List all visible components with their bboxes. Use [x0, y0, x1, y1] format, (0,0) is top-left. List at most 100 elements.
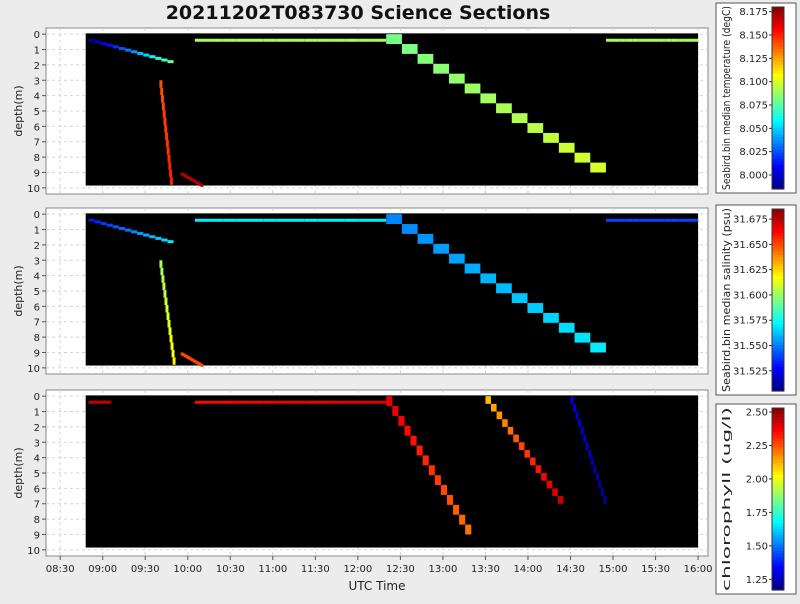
colorbar-swatch	[772, 505, 784, 509]
y-tick-label: 10	[27, 546, 40, 557]
profile-segment	[249, 38, 264, 42]
colorbar-swatch	[772, 245, 784, 250]
colorbar-label: Seabird.bin median salinity (psu)	[720, 208, 733, 392]
profile-segment	[358, 38, 373, 42]
profile-segment	[102, 400, 106, 404]
profile-segment	[464, 263, 481, 274]
profile-segment	[511, 293, 528, 304]
colorbar-swatch	[772, 312, 784, 316]
profile-segment	[496, 411, 503, 420]
profile-segment	[386, 214, 402, 225]
colorbar-swatch	[772, 182, 784, 187]
profile-segment	[167, 154, 171, 163]
colorbar-swatch	[772, 275, 784, 280]
colorbar-swatch	[772, 465, 784, 470]
panel-2: 0 1 2 3 4 5 6 7 8 9 10 depth(m) 31.675 31.650 31.625 31…	[12, 204, 797, 396]
y-tick-label: 8	[34, 515, 40, 526]
profile-segment	[598, 480, 602, 489]
colorbar-swatch	[772, 85, 784, 90]
colorbar-swatch	[772, 502, 784, 506]
colorbar-swatch	[772, 158, 784, 163]
colorbar-swatch	[772, 571, 784, 576]
profile-segment	[665, 38, 672, 42]
y-tick-label: 5	[34, 107, 40, 118]
colorbar-swatch	[772, 354, 784, 359]
profile-segment	[164, 297, 168, 306]
profile-segment	[612, 38, 620, 42]
profile-segment	[546, 480, 553, 489]
profile-segment	[106, 223, 113, 227]
profile-segment	[105, 400, 109, 404]
profile-segment	[417, 53, 434, 64]
profile-segment	[197, 182, 201, 186]
colorbar-swatch	[772, 107, 784, 111]
profile-segment	[652, 218, 659, 222]
colorbar-swatch	[772, 303, 784, 307]
profile-segment	[603, 496, 607, 504]
y-tick-label: 10	[27, 184, 40, 195]
colorbar-swatch	[772, 462, 784, 467]
colorbar-swatch	[772, 82, 784, 87]
colorbar-swatch	[772, 91, 784, 96]
colorbar-swatch	[772, 381, 784, 386]
profile-segment	[165, 139, 169, 148]
profile-segment	[99, 400, 103, 404]
colorbar-swatch	[772, 568, 784, 573]
profile-segment	[331, 218, 346, 222]
colorbar-tick-label: 2.00	[746, 474, 768, 485]
colorbar-swatch	[772, 511, 784, 515]
colorbar-tick-label: 8.125	[739, 54, 768, 65]
colorbar-swatch	[772, 321, 784, 325]
y-axis-label: depth(m)	[12, 85, 25, 136]
colorbar-swatch	[772, 508, 784, 512]
colorbar-swatch	[772, 263, 784, 268]
colorbar-swatch	[772, 363, 784, 368]
profile-segment	[198, 183, 202, 187]
profile-segment	[160, 267, 164, 276]
colorbar-label: Seabird.bin median temperature (degC)	[720, 6, 733, 190]
colorbar-swatch	[772, 411, 784, 415]
profile-segment	[496, 103, 512, 114]
colorbar-swatch	[772, 46, 784, 51]
colorbar-swatch	[772, 417, 784, 421]
colorbar-swatch	[772, 483, 784, 488]
colorbar-swatch	[772, 471, 784, 476]
profile-segment	[448, 253, 465, 264]
colorbar-outline	[771, 208, 785, 392]
profile-segment	[88, 38, 95, 42]
profile-segment	[165, 305, 169, 313]
panel-3: 0 1 2 3 4 5 6 7 8 9 10 depth(m) 2.50 2.25 2.00 1.75 1.50…	[12, 389, 797, 595]
profile-segment	[590, 162, 606, 173]
colorbar-swatch	[772, 155, 784, 160]
profile-segment	[583, 434, 587, 443]
profile-segment	[386, 34, 402, 45]
profile-segment	[143, 233, 150, 237]
colorbar-swatch	[772, 209, 784, 213]
colorbar-swatch	[772, 309, 784, 313]
x-tick-label: 11:00	[258, 564, 287, 575]
x-tick-label: 08:30	[46, 564, 75, 575]
profile-segment	[222, 400, 236, 404]
profile-segment	[131, 230, 138, 234]
profile-segment	[619, 218, 626, 222]
x-tick-label: 10:30	[216, 564, 245, 575]
colorbar-label: chlorophyll (ug/l)	[720, 407, 733, 591]
colorbar-swatch	[772, 179, 784, 184]
profile-segment	[345, 218, 359, 222]
profile-segment	[191, 358, 195, 362]
colorbar-swatch	[772, 58, 784, 63]
profile-segment	[124, 228, 132, 232]
colorbar-swatch	[772, 161, 784, 166]
profile-segment	[108, 400, 112, 404]
colorbar-swatch	[772, 559, 784, 564]
colorbar-swatch	[772, 67, 784, 72]
profile-segment	[249, 218, 264, 222]
profile-segment	[440, 485, 447, 495]
colorbar-swatch	[772, 34, 784, 38]
profile-segment	[183, 174, 187, 178]
profile-segment	[518, 442, 525, 450]
x-tick-label: 13:30	[471, 564, 500, 575]
colorbar-swatch	[772, 495, 784, 500]
colorbar-swatch	[772, 556, 784, 561]
data-background	[85, 33, 699, 186]
